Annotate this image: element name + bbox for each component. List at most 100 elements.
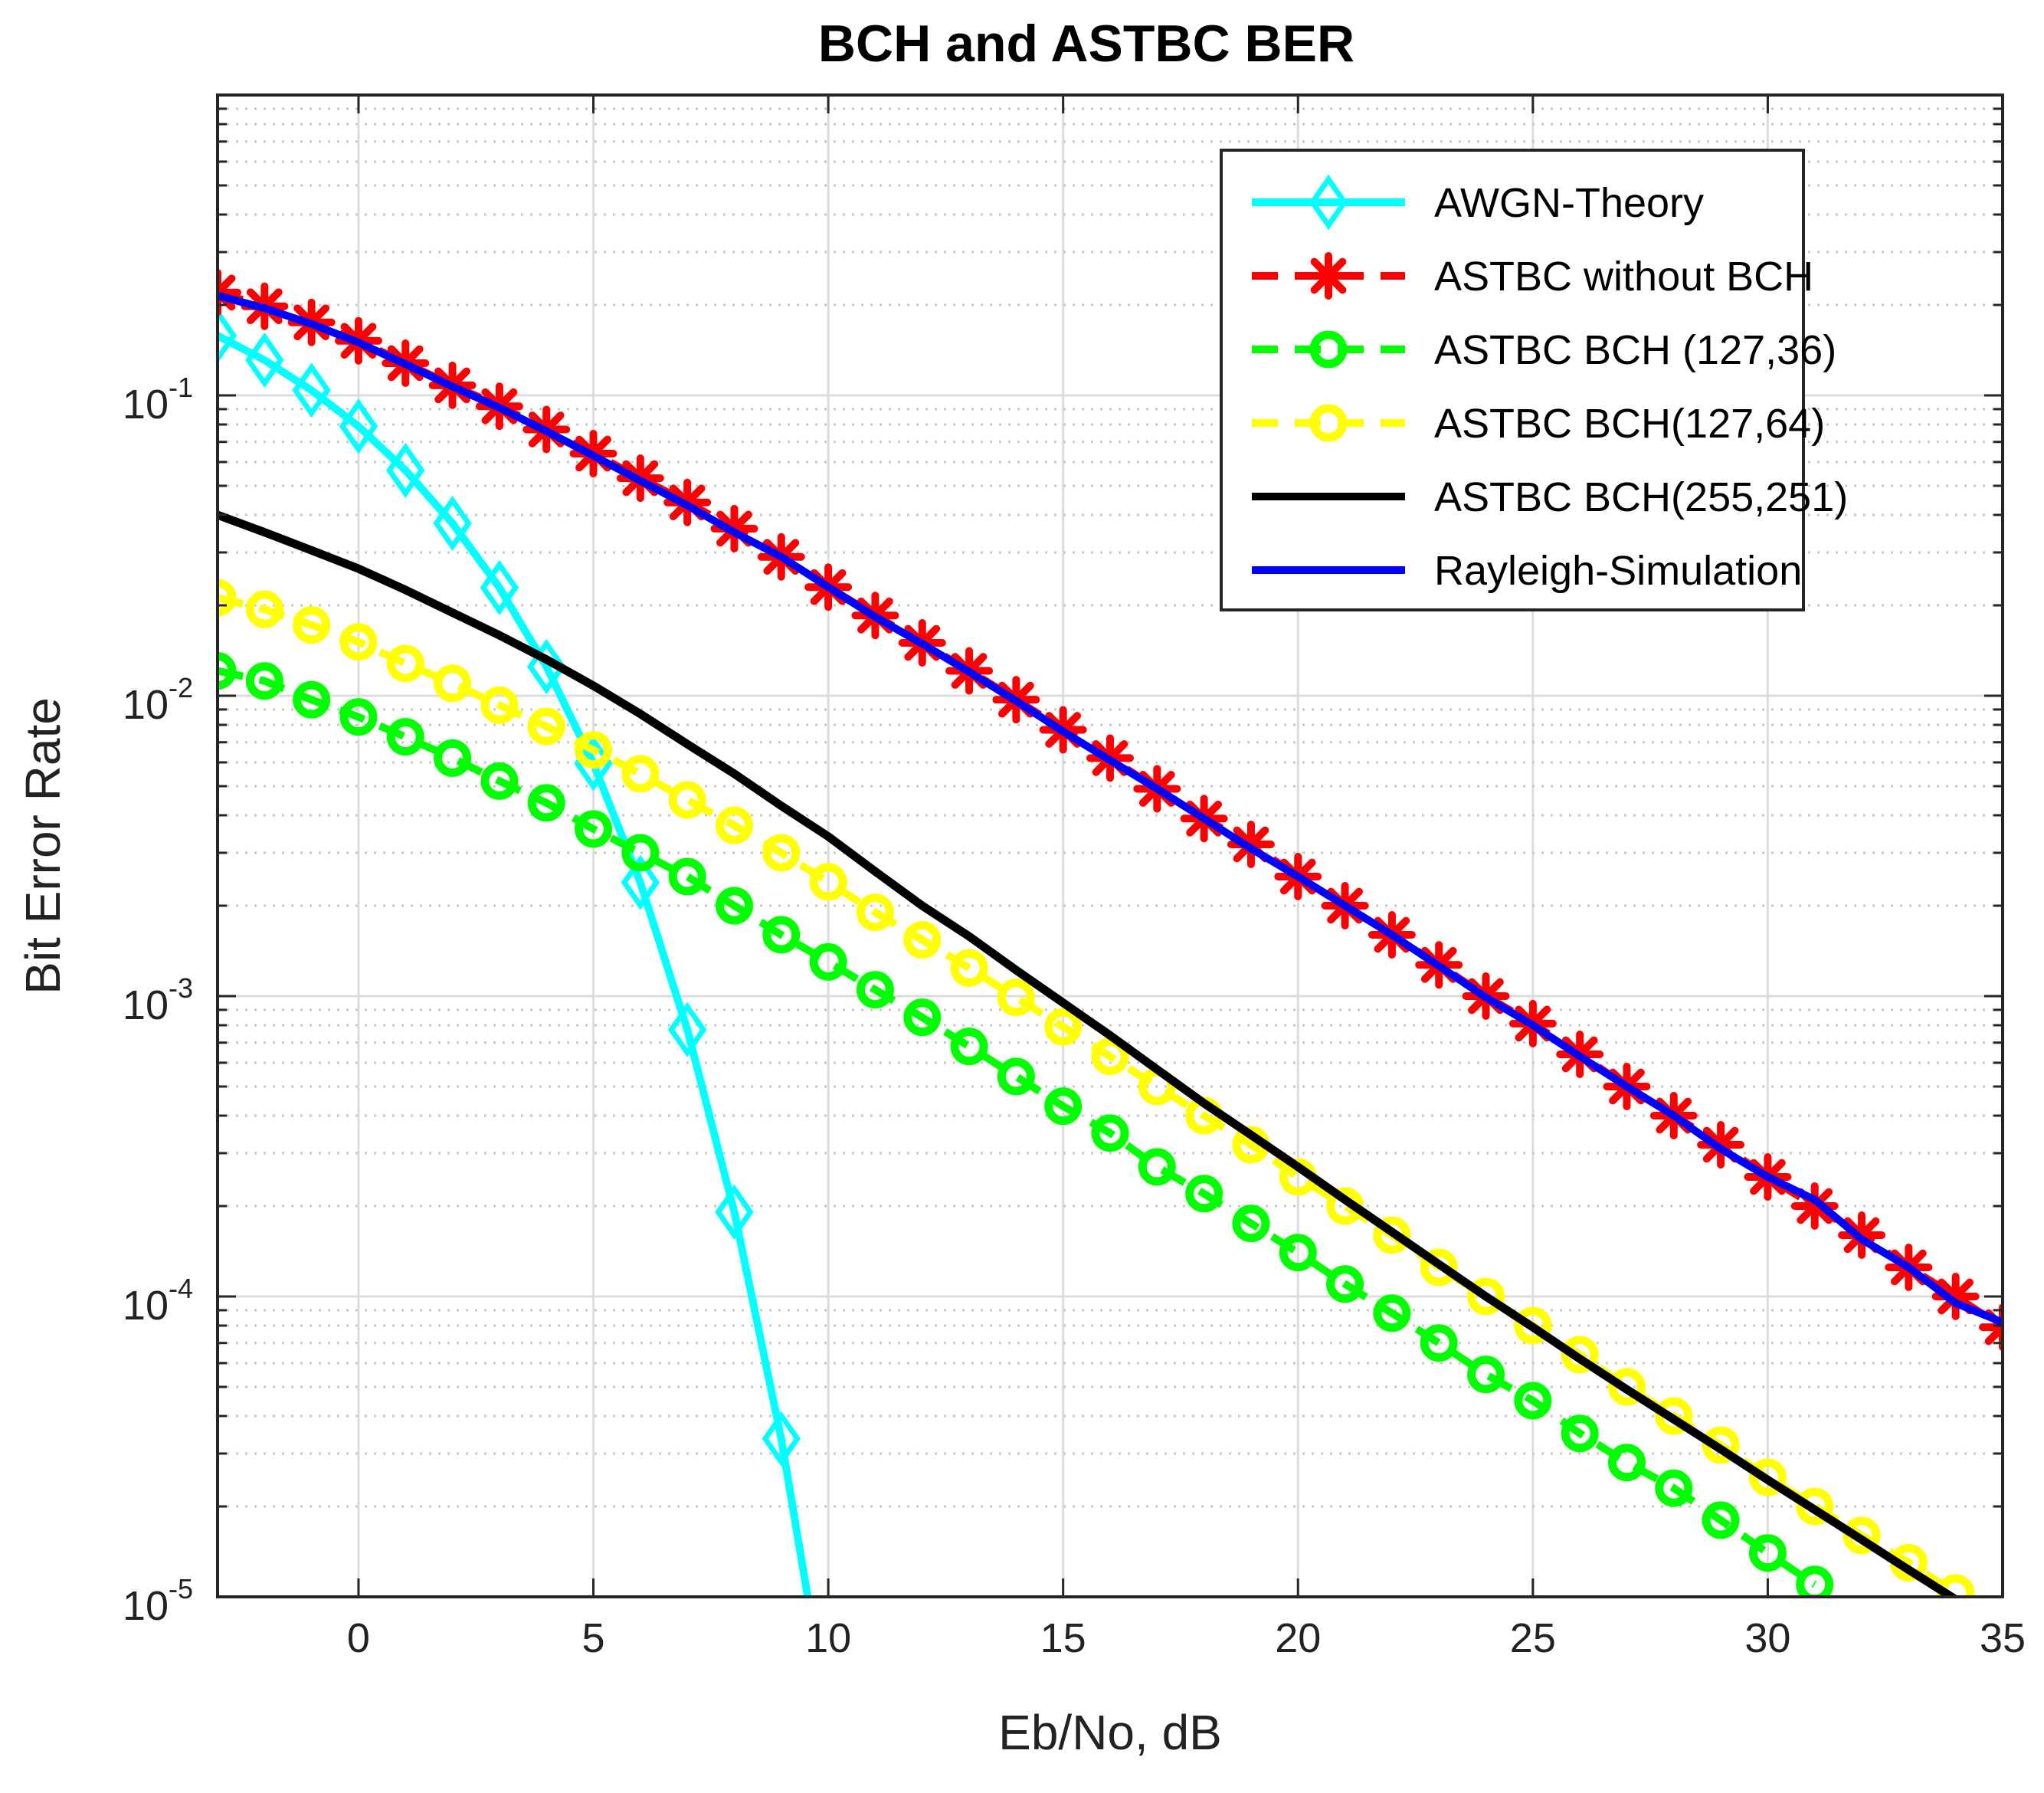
y-tick-exponent: -2 (169, 672, 193, 703)
data-point-astbc-bch-127-64 (621, 755, 660, 793)
series-line-awgn-theory (218, 332, 812, 1597)
marker-stroke (1797, 1188, 1833, 1224)
legend-label: ASTBC without BCH (1434, 254, 1813, 300)
data-point-astbc-bch-127-36 (1702, 1501, 1740, 1539)
data-point-astbc-bch-127-36 (434, 739, 472, 777)
y-tick-exponent: -3 (169, 972, 193, 1004)
data-point-astbc-bch-127-64 (1607, 1368, 1646, 1406)
data-point-astbc-bch-127-64 (762, 834, 801, 872)
legend-item-astbc-bch-127-36: ASTBC BCH (127,36) (1252, 327, 1836, 373)
y-tick-exponent: -5 (169, 1573, 193, 1605)
series-astbc-bch-255-251 (218, 510, 1960, 1597)
y-tick-label: 10-2 (123, 672, 193, 728)
data-point-astbc-bch-127-64 (1091, 1037, 1129, 1076)
data-point-awgn-theory (218, 308, 237, 364)
data-point-astbc-bch-127-36 (1373, 1294, 1411, 1332)
x-tick-label: 30 (1744, 1615, 1790, 1661)
data-point-awgn-theory (526, 638, 566, 695)
data-point-astbc-bch-127-36 (1655, 1469, 1693, 1507)
data-point-astbc-bch-127-64 (856, 893, 894, 932)
series-line-astbc-bch-255-251 (218, 510, 1960, 1597)
y-tick-base: 10 (123, 1583, 169, 1629)
y-tick-base: 10 (123, 382, 169, 428)
legend-label: ASTBC BCH(255,251) (1434, 474, 1848, 520)
data-point-astbc-bch-127-64 (575, 731, 613, 769)
x-tick-label: 15 (1040, 1615, 1086, 1661)
data-point-astbc-bch-127-36 (668, 857, 706, 896)
data-point-astbc-bch-127-36 (621, 834, 660, 872)
marker-stroke (1984, 1322, 2003, 1346)
series-layer (218, 268, 2003, 1597)
data-point-astbc-bch-127-36 (1326, 1265, 1364, 1303)
data-point-astbc-bch-127-64 (480, 686, 519, 724)
data-point-awgn-theory (292, 362, 331, 418)
data-point-astbc-bch-127-64 (1796, 1487, 1834, 1526)
y-tick-label: 10-1 (123, 372, 193, 428)
data-point-astbc-bch-127-36 (480, 762, 519, 800)
data-point-astbc-bch-127-64 (903, 920, 942, 959)
data-point-astbc-bch-127-36 (1044, 1087, 1083, 1126)
legend: AWGN-Theory ASTBC without BCH ASTBC BCH (1… (1220, 149, 1848, 611)
legend-item-astbc-bch-127-64: ASTBC BCH(127,64) (1252, 401, 1825, 447)
series-astbc-bch-127-64 (218, 579, 1975, 1597)
data-point-astbc-bch-127-36 (1561, 1414, 1599, 1453)
data-point-astbc-bch-127-64 (527, 707, 565, 746)
legend-label: ASTBC BCH(127,64) (1434, 401, 1825, 447)
y-tick-label: 10-3 (123, 972, 193, 1028)
data-point-astbc-bch-127-36 (339, 698, 378, 736)
data-point-astbc-bch-127-36 (997, 1057, 1035, 1096)
data-point-astbc-bch-127-36 (856, 971, 894, 1009)
data-point-astbc-bch-127-36 (762, 916, 801, 954)
marker-stroke (1938, 1278, 1974, 1315)
data-point-astbc-bch-127-36 (575, 810, 613, 848)
data-point-astbc-bch-127-36 (218, 652, 237, 690)
data-point-astbc-bch-127-64 (668, 781, 706, 819)
data-point-astbc-bch-127-64 (1514, 1306, 1552, 1345)
data-point-astbc-bch-127-36 (1185, 1175, 1223, 1213)
data-point-astbc-bch-127-36 (1514, 1382, 1552, 1420)
x-tick-label: 25 (1510, 1615, 1556, 1661)
data-point-astbc-bch-127-64 (1702, 1426, 1740, 1464)
data-point-awgn-theory (621, 854, 660, 910)
data-point-astbc-bch-127-36 (1138, 1148, 1176, 1186)
y-tick-base: 10 (123, 682, 169, 728)
data-point-astbc-bch-127-64 (245, 590, 283, 628)
data-point-astbc-bch-127-36 (1232, 1205, 1270, 1243)
data-point-astbc-bch-127-64 (715, 806, 753, 844)
data-point-awgn-theory (762, 1411, 801, 1467)
chart-title: BCH and ASTBC BER (818, 15, 1354, 73)
legend-box (1220, 149, 1805, 611)
data-point-awgn-theory (480, 559, 519, 616)
series-line-astbc-bch-127-64 (218, 594, 1958, 1597)
data-point-astbc-bch-127-64 (1373, 1216, 1411, 1254)
data-point-astbc-bch-127-36 (1279, 1234, 1317, 1272)
legend-label: Rayleigh-Simulation (1434, 548, 1802, 594)
data-point-astbc-bch-127-64 (1655, 1397, 1693, 1435)
data-point-astbc-bch-127-36 (1796, 1565, 1834, 1597)
data-point-astbc-bch-127-64 (997, 978, 1035, 1017)
data-point-awgn-theory (385, 442, 425, 498)
data-point-astbc-bch-127-64 (434, 664, 472, 703)
data-point-astbc-bch-127-64 (809, 863, 847, 901)
data-point-astbc-bch-127-36 (715, 887, 753, 925)
legend-item-awgn-theory: AWGN-Theory (1252, 174, 1704, 231)
y-tick-exponent: -1 (169, 372, 193, 403)
data-point-astbc-bch-127-64 (1561, 1336, 1599, 1374)
data-point-awgn-theory (245, 332, 284, 388)
y-tick-label: 10-5 (123, 1573, 193, 1629)
plot-frame (216, 93, 2004, 1598)
y-tick-exponent: -4 (169, 1273, 193, 1304)
series-line-rayleigh-simulation (218, 291, 2003, 1326)
marker-stroke (218, 274, 236, 298)
data-point-astbc-bch-127-36 (809, 942, 847, 981)
data-point-astbc-bch-127-36 (293, 680, 331, 719)
legend-marker (1309, 404, 1348, 442)
data-point-astbc-bch-127-36 (245, 662, 283, 700)
data-point-astbc-bch-127-36 (1607, 1444, 1646, 1482)
data-point-astbc-bch-127-36 (527, 784, 565, 822)
series-rayleigh-simulation (218, 291, 2003, 1326)
legend-marker (1309, 174, 1348, 231)
data-point-astbc-bch-127-36 (950, 1028, 988, 1066)
x-axis-label: Eb/No, dB (998, 1705, 1222, 1760)
